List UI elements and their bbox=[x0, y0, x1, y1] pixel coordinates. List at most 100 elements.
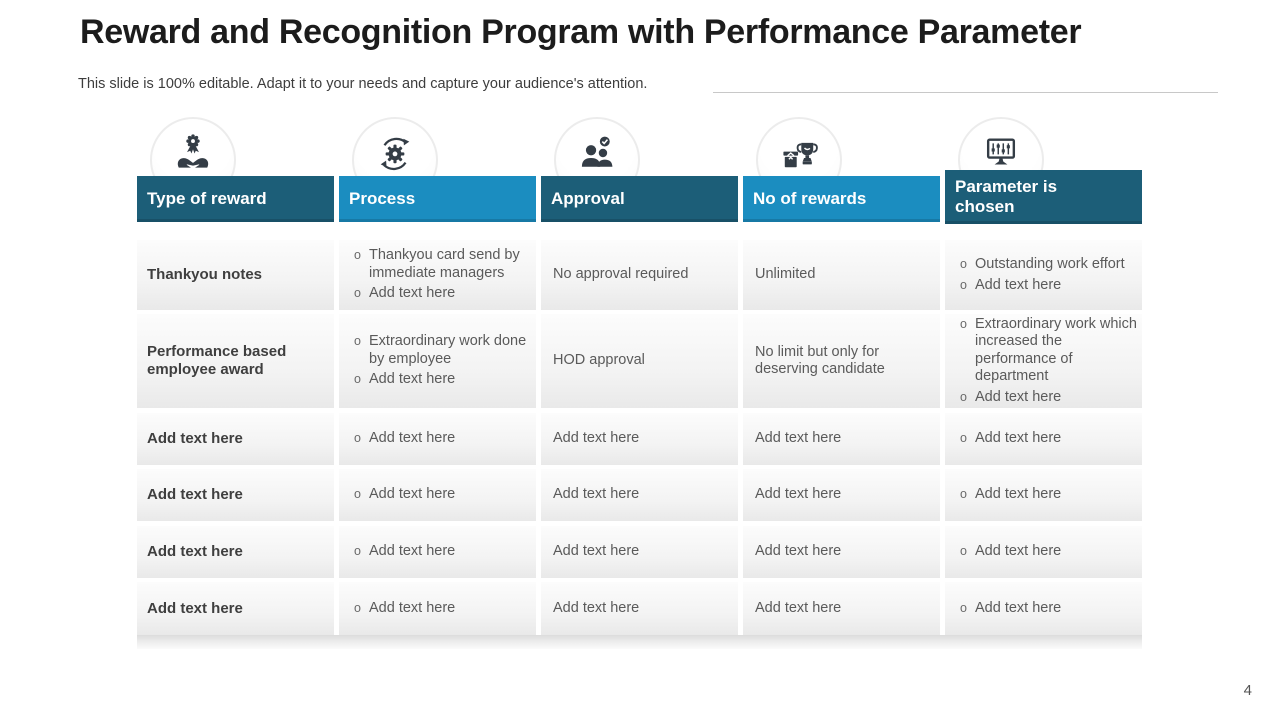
cell-text: No approval required bbox=[553, 266, 689, 283]
bullet-text: Add text here bbox=[975, 599, 1062, 616]
cell-text: Add text here bbox=[755, 543, 842, 560]
bullet-marker: o bbox=[354, 600, 361, 615]
bullet-text: Add text here bbox=[369, 543, 456, 560]
page-number: 4 bbox=[1243, 682, 1252, 699]
gift-trophy-icon bbox=[777, 119, 821, 201]
table-cell: Thankyou notes bbox=[137, 240, 334, 310]
column-header-label: Approval bbox=[551, 189, 625, 209]
bullet-marker: o bbox=[354, 334, 361, 349]
bullet-item: o Add text here bbox=[945, 387, 1142, 407]
bullet-item: o Extraordinary work which increased the … bbox=[945, 315, 1142, 388]
bullet-item: o Add text here bbox=[339, 542, 536, 562]
table-cell: o Add text here bbox=[339, 526, 536, 578]
bullet-text: Add text here bbox=[975, 276, 1062, 293]
table-cell: Add text here bbox=[541, 469, 738, 521]
bullet-text: Add text here bbox=[975, 430, 1062, 447]
column-header: Parameter is chosen bbox=[945, 170, 1142, 224]
table-cell: o Extraordinary work which increased the … bbox=[945, 314, 1142, 408]
bullet-marker: o bbox=[354, 431, 361, 446]
bullet-marker: o bbox=[960, 257, 967, 272]
bullet-marker: o bbox=[354, 286, 361, 301]
table-row: Add text here o Add text here Add text here… bbox=[137, 413, 1142, 465]
bullet-item: o Add text here bbox=[339, 284, 536, 304]
table-column-4: No of rewards bbox=[743, 117, 940, 347]
column-header: Process bbox=[339, 176, 536, 222]
table-cell: o Add text here bbox=[339, 469, 536, 521]
table-cell: o Add text here bbox=[339, 413, 536, 465]
table-cell: o Add text here bbox=[339, 582, 536, 635]
table-cell: o Add text here bbox=[945, 526, 1142, 578]
bullet-text: Add text here bbox=[369, 486, 456, 503]
table-cell: Add text here bbox=[541, 413, 738, 465]
bullet-item: o Add text here bbox=[339, 370, 536, 390]
bullet-marker: o bbox=[354, 544, 361, 559]
monitor-parameters-icon bbox=[979, 119, 1023, 201]
bullet-text: Add text here bbox=[369, 285, 456, 302]
bullet-item: o Add text here bbox=[945, 598, 1142, 618]
bullet-item: o Add text here bbox=[339, 485, 536, 505]
page-title: Reward and Recognition Program with Perf… bbox=[80, 13, 1082, 51]
bullet-marker: o bbox=[960, 487, 967, 502]
bullet-item: o Outstanding work effort bbox=[945, 255, 1142, 275]
bullet-item: o Add text here bbox=[945, 429, 1142, 449]
reward-hands-icon bbox=[171, 119, 215, 201]
table-row: Thankyou notes o Thankyou card send by imm… bbox=[137, 240, 1142, 310]
table-cell: No approval required bbox=[541, 240, 738, 310]
cell-text: Add text here bbox=[553, 599, 640, 616]
table-cell: Performance based employee award bbox=[137, 314, 334, 408]
cell-text: Add text here bbox=[147, 599, 243, 617]
cell-text: Thankyou notes bbox=[147, 266, 263, 283]
bullet-text: Thankyou card send by immediate managers bbox=[369, 247, 520, 281]
table-cell: o Add text here bbox=[945, 582, 1142, 635]
bullet-marker: o bbox=[960, 277, 967, 292]
cell-text: Add text here bbox=[147, 486, 243, 503]
table-cell: o Thankyou card send by immediate manager… bbox=[339, 240, 536, 310]
cell-text: Add text here bbox=[755, 486, 842, 503]
cell-text: Add text here bbox=[755, 430, 842, 447]
table-cell: Add text here bbox=[743, 469, 940, 521]
table-column-1: Type of reward bbox=[137, 117, 334, 347]
bullet-item: o Add text here bbox=[945, 542, 1142, 562]
bullet-marker: o bbox=[354, 487, 361, 502]
bullet-item: o Extraordinary work done by employee bbox=[339, 332, 536, 370]
table-cell: Unlimited bbox=[743, 240, 940, 310]
table-cell: Add text here bbox=[137, 526, 334, 578]
cell-text: Add text here bbox=[553, 486, 640, 503]
bullet-text: Add text here bbox=[975, 486, 1062, 503]
bullet-marker: o bbox=[960, 600, 967, 615]
cell-text: Add text here bbox=[147, 543, 243, 560]
table-cell: Add text here bbox=[541, 582, 738, 635]
bullet-marker: o bbox=[960, 544, 967, 559]
table-cell: Add text here bbox=[743, 526, 940, 578]
header-divider-line bbox=[713, 92, 1218, 93]
table-bottom-shadow bbox=[137, 635, 1142, 649]
bullet-item: o Add text here bbox=[945, 275, 1142, 295]
table-cell: o Add text here bbox=[945, 469, 1142, 521]
table-cell: HOD approval bbox=[541, 314, 738, 408]
column-header-label: Process bbox=[349, 189, 416, 209]
table-row: Performance based employee award o Extraor… bbox=[137, 314, 1142, 408]
approval-team-icon bbox=[575, 119, 619, 201]
process-cycle-icon bbox=[373, 119, 417, 201]
bullet-marker: o bbox=[960, 389, 967, 404]
table-cell: o Extraordinary work done by employee o Add… bbox=[339, 314, 536, 408]
table-column-2: Process bbox=[339, 117, 536, 347]
bullet-item: o Add text here bbox=[339, 429, 536, 449]
cell-text: Add text here bbox=[755, 599, 842, 616]
slide-subtitle: This slide is 100% editable. Adapt it to… bbox=[78, 76, 648, 92]
cell-text: Add text here bbox=[553, 543, 640, 560]
reward-table: Type of reward Process Approval No of re… bbox=[137, 117, 1142, 657]
table-cell: Add text here bbox=[743, 582, 940, 635]
bullet-text: Extraordinary work which increased the p… bbox=[975, 316, 1137, 385]
table-cell: Add text here bbox=[743, 413, 940, 465]
cell-text: Add text here bbox=[147, 430, 243, 447]
column-header-label: Parameter is chosen bbox=[955, 177, 1058, 216]
table-row: Add text here o Add text here Add text here… bbox=[137, 582, 1142, 635]
column-header: Approval bbox=[541, 176, 738, 222]
column-header-label: Type of reward bbox=[147, 189, 267, 209]
column-header: Type of reward bbox=[137, 176, 334, 222]
bullet-item: o Thankyou card send by immediate manager… bbox=[339, 246, 536, 284]
table-cell: Add text here bbox=[137, 582, 334, 635]
table-cell: No limit but only for deserving candidat… bbox=[743, 314, 940, 408]
